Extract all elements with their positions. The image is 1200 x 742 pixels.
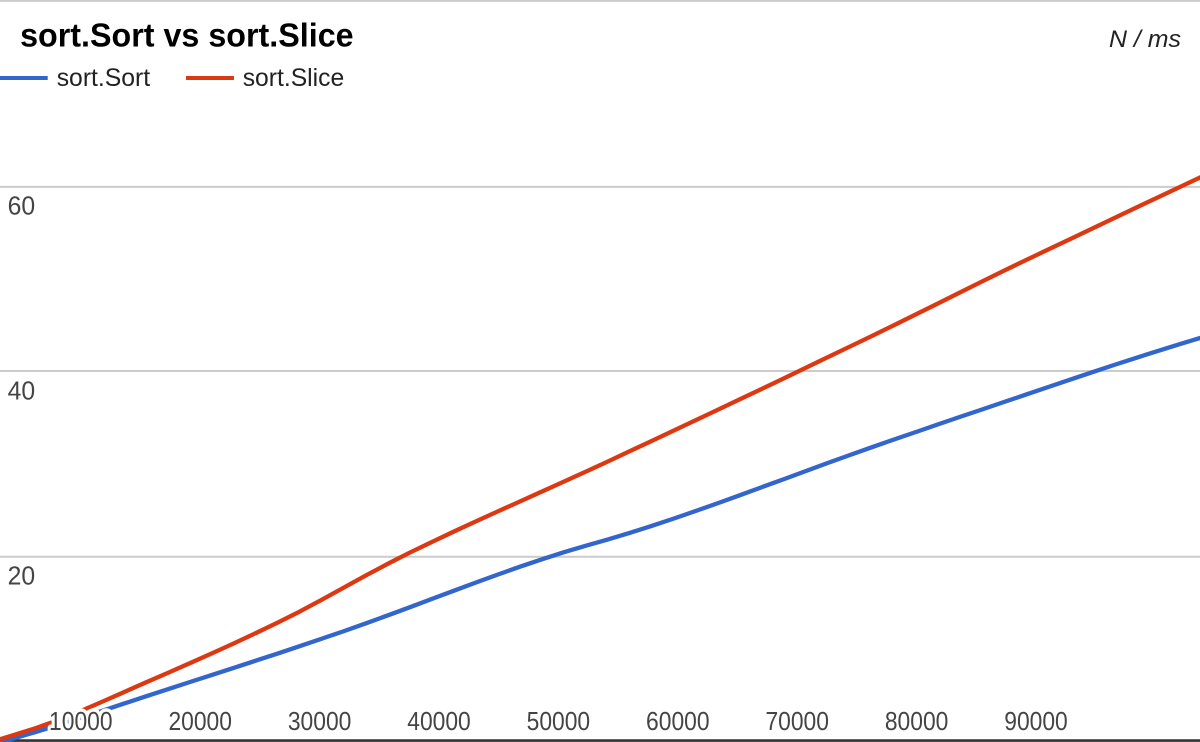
svg-text:40: 40: [8, 376, 35, 406]
svg-text:60000: 60000: [646, 706, 710, 736]
svg-text:80000: 80000: [885, 706, 949, 736]
svg-text:20: 20: [8, 561, 35, 591]
svg-text:N / ms: N / ms: [1109, 26, 1181, 53]
svg-text:70000: 70000: [765, 706, 829, 736]
svg-text:50000: 50000: [527, 706, 591, 736]
svg-text:90000: 90000: [1004, 706, 1068, 736]
svg-text:sort.Sort vs sort.Slice: sort.Sort vs sort.Slice: [20, 17, 354, 54]
svg-text:40000: 40000: [407, 706, 471, 736]
svg-text:sort.Slice: sort.Slice: [243, 64, 345, 92]
svg-text:10000: 10000: [49, 706, 113, 736]
svg-text:20000: 20000: [168, 706, 232, 736]
svg-text:sort.Sort: sort.Sort: [57, 64, 151, 92]
svg-text:30000: 30000: [288, 706, 352, 736]
svg-text:60: 60: [8, 191, 35, 221]
